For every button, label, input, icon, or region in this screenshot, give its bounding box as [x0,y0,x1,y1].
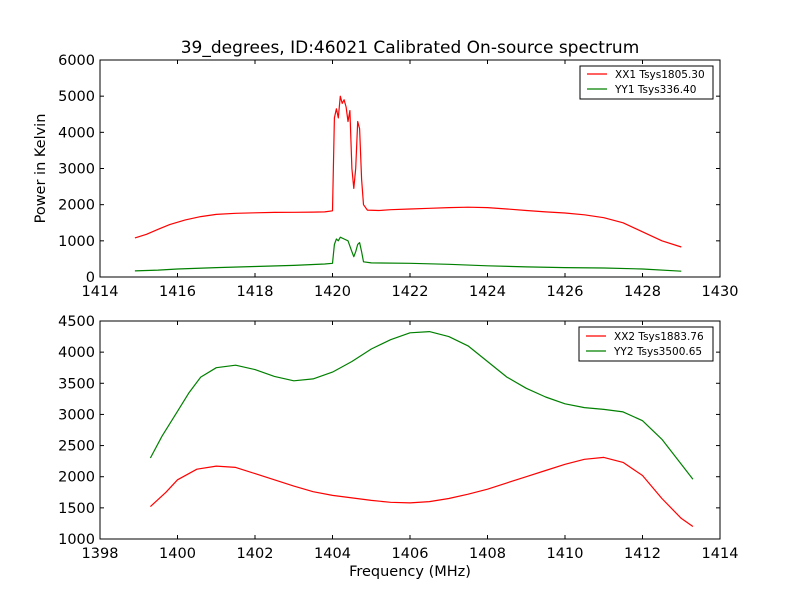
top-x-tick-label: 1420 [314,284,351,300]
bottom-x-tick-label: 1402 [237,546,274,562]
top-y-tick-label: 4000 [58,125,95,141]
top-x-tick-label: 1414 [82,284,119,300]
top-y-tick-label: 5000 [58,89,95,105]
bottom-axis-ticks: 1398 1400 1402 1404 1406 1408 1410 1412 1414 1000… [58,314,738,562]
bottom-x-tick-label: 1398 [82,546,119,562]
top-x-tick-label: 1426 [547,284,584,300]
top-x-tick-label: 1428 [624,284,661,300]
bottom-plot-panel: Frequency (MHz) 1398 1400 1402 1404 1406 1408… [58,314,738,580]
top-plot-panel: 39_degrees, ID:46021 Calibrated On-sourc… [33,38,738,300]
series-line-yy1 [134,236,682,272]
top-x-tick-label: 1424 [469,284,506,300]
bottom-x-axis-label: Frequency (MHz) [349,564,471,580]
top-series-lines [134,95,682,272]
bottom-y-tick-label: 4000 [58,345,95,361]
legend-label-xx1: XX1 Tsys1805.30 [615,69,705,81]
bottom-x-tick-label: 1410 [547,546,584,562]
top-x-tick-label: 1430 [702,284,739,300]
top-y-tick-label: 1000 [58,234,95,250]
legend-label-yy1: YY1 Tsys336.40 [614,84,696,96]
top-axis-ticks: 1414 1416 1418 1420 1422 1424 1426 1428 1430 0 100… [58,53,738,300]
bottom-legend: XX2 Tsys1883.76 YY2 Tsys3500.65 [578,326,714,362]
top-x-tick-label: 1416 [159,284,196,300]
top-y-tick-label: 2000 [58,198,95,214]
bottom-x-tick-label: 1404 [314,546,351,562]
bottom-x-tick-label: 1406 [392,546,429,562]
bottom-y-tick-label: 3000 [58,407,95,423]
legend-label-xx2: XX2 Tsys1883.76 [614,331,704,343]
bottom-y-tick-label: 4500 [58,314,95,330]
bottom-x-tick-label: 1400 [159,546,196,562]
top-y-tick-label: 0 [86,270,95,286]
chart-title: 39_degrees, ID:46021 Calibrated On-sourc… [181,38,640,58]
bottom-x-tick-label: 1414 [702,546,739,562]
top-y-tick-label: 3000 [58,162,95,178]
bottom-y-tick-label: 3500 [58,376,95,392]
top-legend-box [579,65,714,100]
bottom-legend-box [578,326,714,362]
bottom-x-tick-label: 1408 [469,546,506,562]
top-y-axis-label: Power in Kelvin [33,114,49,224]
series-line-xx2 [149,456,694,527]
series-line-xx1 [134,95,682,248]
top-x-tick-label: 1422 [392,284,429,300]
bottom-x-tick-label: 1412 [624,546,661,562]
top-y-tick-label: 6000 [58,53,95,69]
bottom-y-tick-label: 2500 [58,439,95,455]
bottom-y-tick-label: 1000 [58,532,95,548]
bottom-series-lines [149,331,694,527]
top-x-tick-label: 1418 [237,284,274,300]
legend-label-yy2: YY2 Tsys3500.65 [613,346,702,358]
series-line-yy2 [149,331,694,480]
top-legend: XX1 Tsys1805.30 YY1 Tsys336.40 [579,65,714,100]
bottom-y-tick-label: 2000 [58,470,95,486]
bottom-y-tick-label: 1500 [58,501,95,517]
